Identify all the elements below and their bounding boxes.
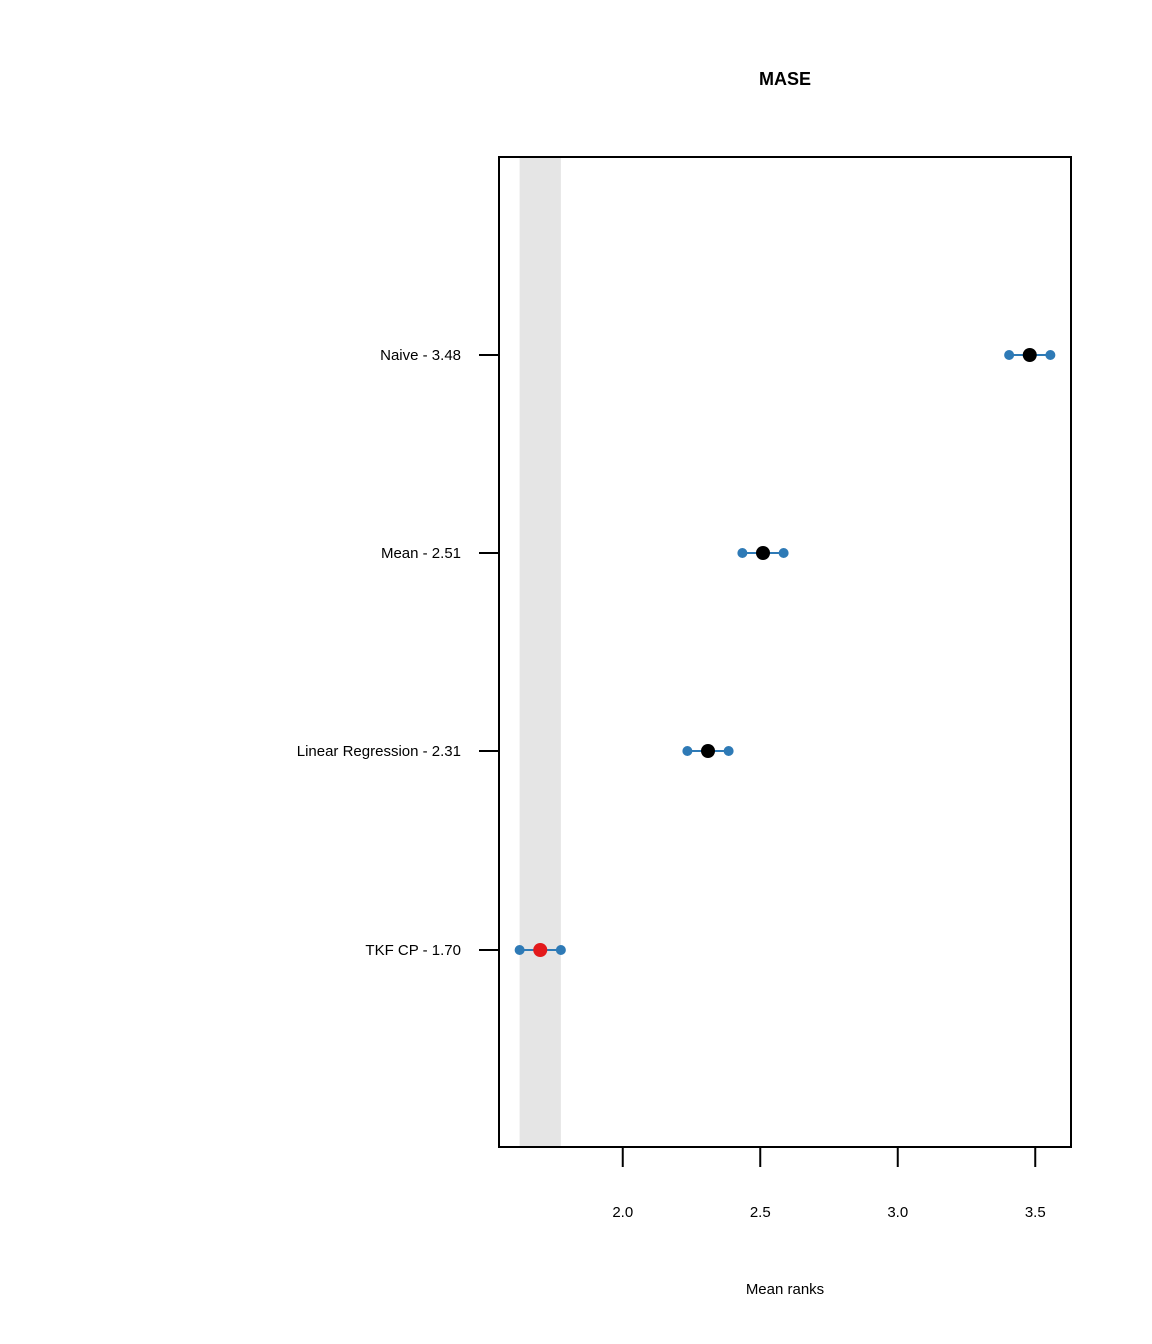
interval-lower-point	[737, 548, 748, 558]
method-label: Mean - 2.51	[381, 545, 461, 562]
interval-upper-point	[555, 945, 566, 955]
interval-upper-point	[1045, 350, 1056, 360]
chart-title: MASE	[759, 69, 811, 89]
method-label: Naive - 3.48	[380, 347, 461, 364]
critical-band	[519, 157, 561, 1147]
interval-upper-point	[778, 548, 789, 558]
interval-lower-point	[1004, 350, 1015, 360]
mean-rank-point	[701, 744, 715, 758]
method-label: TKF CP - 1.70	[365, 942, 461, 959]
method-label: Linear Regression - 2.31	[297, 743, 461, 760]
interval-upper-point	[723, 746, 734, 756]
x-tick-label: 3.5	[1025, 1204, 1046, 1221]
mean-rank-point	[533, 943, 548, 957]
x-axis-label: Mean ranks	[746, 1281, 824, 1298]
mean-rank-point	[756, 546, 770, 560]
x-tick-label: 2.5	[750, 1204, 771, 1221]
mean-rank-point	[1022, 348, 1037, 362]
x-tick-label: 3.0	[887, 1204, 908, 1221]
plot-frame	[498, 156, 1072, 1148]
interval-lower-point	[682, 746, 693, 756]
interval-lower-point	[514, 945, 525, 955]
x-tick-label: 2.0	[612, 1204, 633, 1221]
plot-area: 2.0 2.5 3.0 3.5 Naive - 3.48 Mean - 2.51 Linea…	[297, 156, 1072, 1221]
